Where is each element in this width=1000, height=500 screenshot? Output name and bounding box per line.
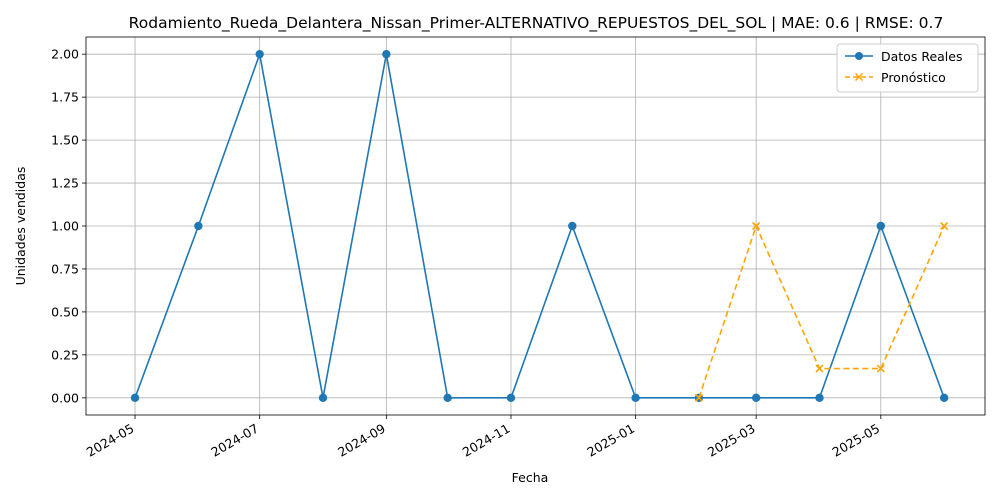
x-tick-label: 2024-05 xyxy=(84,421,137,460)
data-point-pronostico xyxy=(694,393,704,402)
data-point-datos-reales xyxy=(130,393,140,403)
data-point-datos-reales xyxy=(194,221,203,231)
y-tick-label: 0.75 xyxy=(51,261,79,276)
x-tick-label: 2024-11 xyxy=(460,421,513,460)
x-tick-label: 2025-05 xyxy=(830,421,883,460)
data-point-datos-reales xyxy=(318,393,328,403)
y-tick-label: 2.00 xyxy=(51,47,79,62)
series-layer xyxy=(130,49,949,403)
y-axis: 0.00 0.25 0.50 0.75 1.00 1.25 1.50 1.75 2.00 xyxy=(51,47,86,405)
legend-marker-pronostico xyxy=(854,72,864,82)
y-axis-label: Unidades vendidas xyxy=(13,167,28,286)
x-axis: 2024-05 2024-07 2024-09 2024-11 2025-01 2025-… xyxy=(84,415,882,460)
y-tick-label: 0.25 xyxy=(51,347,79,362)
data-point-datos-reales xyxy=(382,49,391,59)
legend: Datos Reales Pronóstico xyxy=(836,43,979,93)
data-point-pronostico xyxy=(940,221,949,231)
y-tick-label: 1.50 xyxy=(51,133,79,148)
data-point-datos-reales xyxy=(876,221,885,231)
data-point-datos-reales xyxy=(751,393,761,403)
data-point-datos-reales xyxy=(506,393,516,403)
y-tick-label: 1.25 xyxy=(51,176,79,191)
data-point-datos-reales xyxy=(443,393,452,403)
data-point-datos-reales xyxy=(568,221,577,231)
x-tick-label: 2025-03 xyxy=(705,421,758,460)
data-point-pronostico xyxy=(876,364,885,373)
series-line-datos-reales xyxy=(134,51,945,399)
legend-label-datos-reales: Datos Reales xyxy=(881,49,962,64)
y-tick-label: 1.75 xyxy=(51,90,79,105)
grid-lines xyxy=(86,37,985,415)
legend-label-pronostico: Pronóstico xyxy=(881,70,946,85)
data-point-datos-reales xyxy=(939,393,949,403)
legend-marker-datos-reales xyxy=(855,52,863,60)
y-tick-label: 1.00 xyxy=(51,219,79,234)
x-tick-label: 2025-01 xyxy=(584,421,637,460)
data-point-pronostico xyxy=(815,364,824,373)
data-point-datos-reales xyxy=(255,49,264,59)
data-point-pronostico xyxy=(752,221,761,231)
data-point-datos-reales xyxy=(815,393,824,403)
x-tick-label: 2024-07 xyxy=(208,421,261,460)
data-point-datos-reales xyxy=(631,393,640,403)
x-tick-label: 2024-09 xyxy=(335,421,388,460)
x-axis-label: Fecha xyxy=(512,470,549,485)
chart-title: Rodamiento_Rueda_Delantera_Nissan_Primer… xyxy=(129,14,944,33)
y-tick-label: 0.50 xyxy=(51,304,79,319)
y-tick-label: 0.00 xyxy=(51,390,79,405)
